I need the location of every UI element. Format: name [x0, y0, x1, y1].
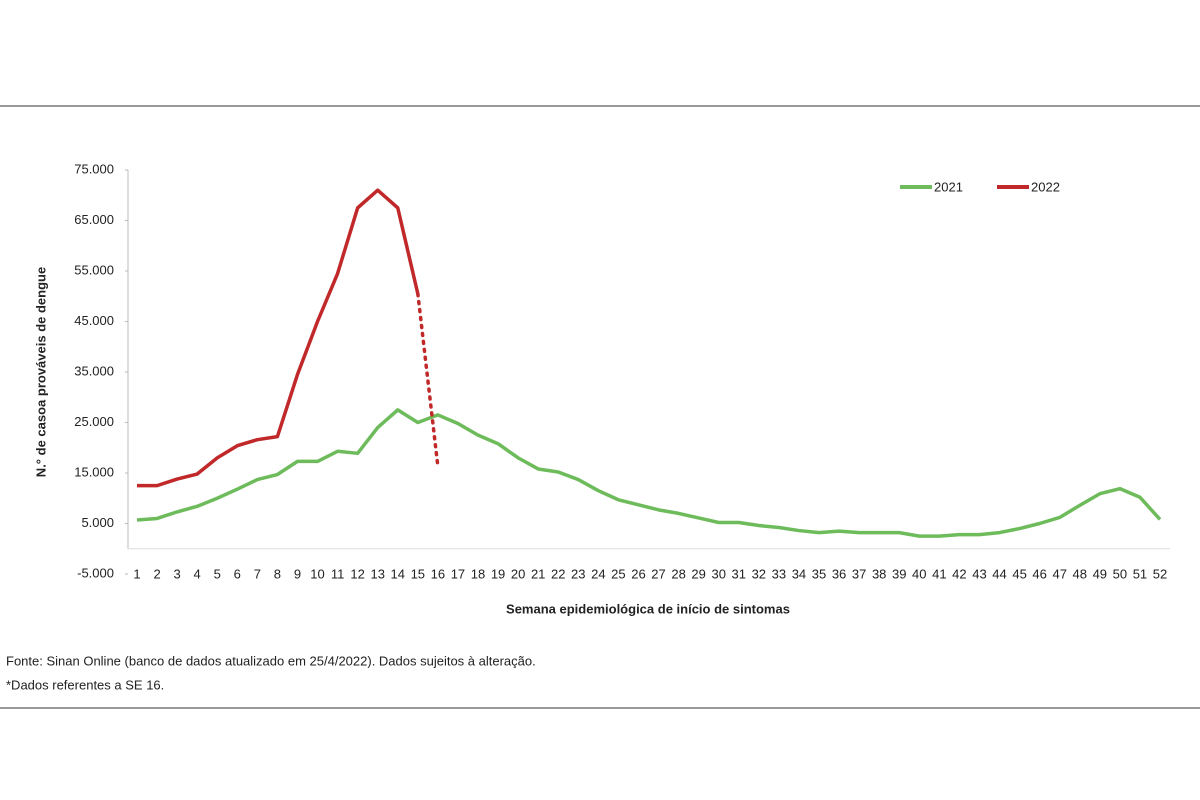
x-tick-label: 46 — [1032, 566, 1046, 581]
y-tick-label: 55.000 — [74, 262, 114, 277]
x-tick-label: 9 — [294, 566, 301, 581]
x-tick-label: 38 — [872, 566, 886, 581]
x-tick-label: 16 — [431, 566, 445, 581]
x-tick-label: 48 — [1073, 566, 1087, 581]
x-tick-label: 13 — [370, 566, 384, 581]
x-tick-label: 40 — [912, 566, 926, 581]
y-tick-label: 5.000 — [81, 515, 114, 530]
source-note: Fonte: Sinan Online (banco de dados atua… — [6, 653, 536, 668]
x-tick-label: 24 — [591, 566, 605, 581]
x-tick-label: 29 — [691, 566, 705, 581]
x-tick-label: 35 — [812, 566, 826, 581]
x-tick-label: 25 — [611, 566, 625, 581]
y-tick-label: 65.000 — [74, 212, 114, 227]
y-tick-label: 25.000 — [74, 414, 114, 429]
x-tick-label: 23 — [571, 566, 585, 581]
x-tick-label: 41 — [932, 566, 946, 581]
x-tick-label: 18 — [471, 566, 485, 581]
y-tick-label: 75.000 — [74, 161, 114, 176]
x-tick-label: 34 — [792, 566, 806, 581]
x-tick-label: 11 — [331, 566, 345, 581]
x-tick-label: 32 — [752, 566, 766, 581]
x-tick-label: 37 — [852, 566, 866, 581]
x-tick-label: 36 — [832, 566, 846, 581]
x-tick-label: 5 — [214, 566, 221, 581]
x-tick-label: 31 — [732, 566, 746, 581]
x-tick-label: 10 — [310, 566, 324, 581]
x-tick-label: 2 — [153, 566, 160, 581]
x-tick-label: 30 — [711, 566, 725, 581]
y-tick-label: -5.000 — [77, 565, 114, 580]
y-axis-label: N.° de casoa prováveis de dengue — [33, 267, 48, 477]
x-tick-label: 52 — [1153, 566, 1167, 581]
x-tick-label: 7 — [254, 566, 261, 581]
x-tick-label: 12 — [350, 566, 364, 581]
x-tick-label: 3 — [174, 566, 181, 581]
legend-label: 2021 — [934, 179, 963, 194]
x-tick-label: 42 — [952, 566, 966, 581]
x-tick-label: 27 — [651, 566, 665, 581]
x-tick-label: 17 — [451, 566, 465, 581]
x-tick-label: 47 — [1052, 566, 1066, 581]
x-tick-label: 19 — [491, 566, 505, 581]
x-axis-label: Semana epidemiológica de início de sinto… — [506, 601, 790, 616]
x-tick-label: 50 — [1113, 566, 1127, 581]
x-tick-label: 22 — [551, 566, 565, 581]
series-line — [137, 188, 420, 488]
x-tick-label: 28 — [671, 566, 685, 581]
x-tick-label: 15 — [411, 566, 425, 581]
x-tick-label: 43 — [972, 566, 986, 581]
x-tick-label: 8 — [274, 566, 281, 581]
x-tick-label: 44 — [992, 566, 1006, 581]
x-tick-label: 26 — [631, 566, 645, 581]
footnote: *Dados referentes a SE 16. — [6, 677, 164, 692]
y-tick-label: 35.000 — [74, 363, 114, 378]
x-tick-label: 14 — [391, 566, 405, 581]
x-tick-label: 33 — [772, 566, 786, 581]
x-tick-label: 4 — [194, 566, 201, 581]
x-tick-label: 6 — [234, 566, 241, 581]
x-tick-label: 21 — [531, 566, 545, 581]
series-line — [136, 408, 1162, 538]
x-tick-label: 51 — [1133, 566, 1147, 581]
legend-label: 2022 — [1031, 179, 1060, 194]
x-tick-label: 49 — [1093, 566, 1107, 581]
y-tick-label: 45.000 — [74, 313, 114, 328]
x-tick-label: 20 — [511, 566, 525, 581]
y-tick-label: 15.000 — [74, 464, 114, 479]
x-tick-label: 45 — [1012, 566, 1026, 581]
x-tick-label: 1 — [133, 566, 140, 581]
series-dotted-segment — [416, 291, 440, 469]
x-tick-label: 39 — [892, 566, 906, 581]
